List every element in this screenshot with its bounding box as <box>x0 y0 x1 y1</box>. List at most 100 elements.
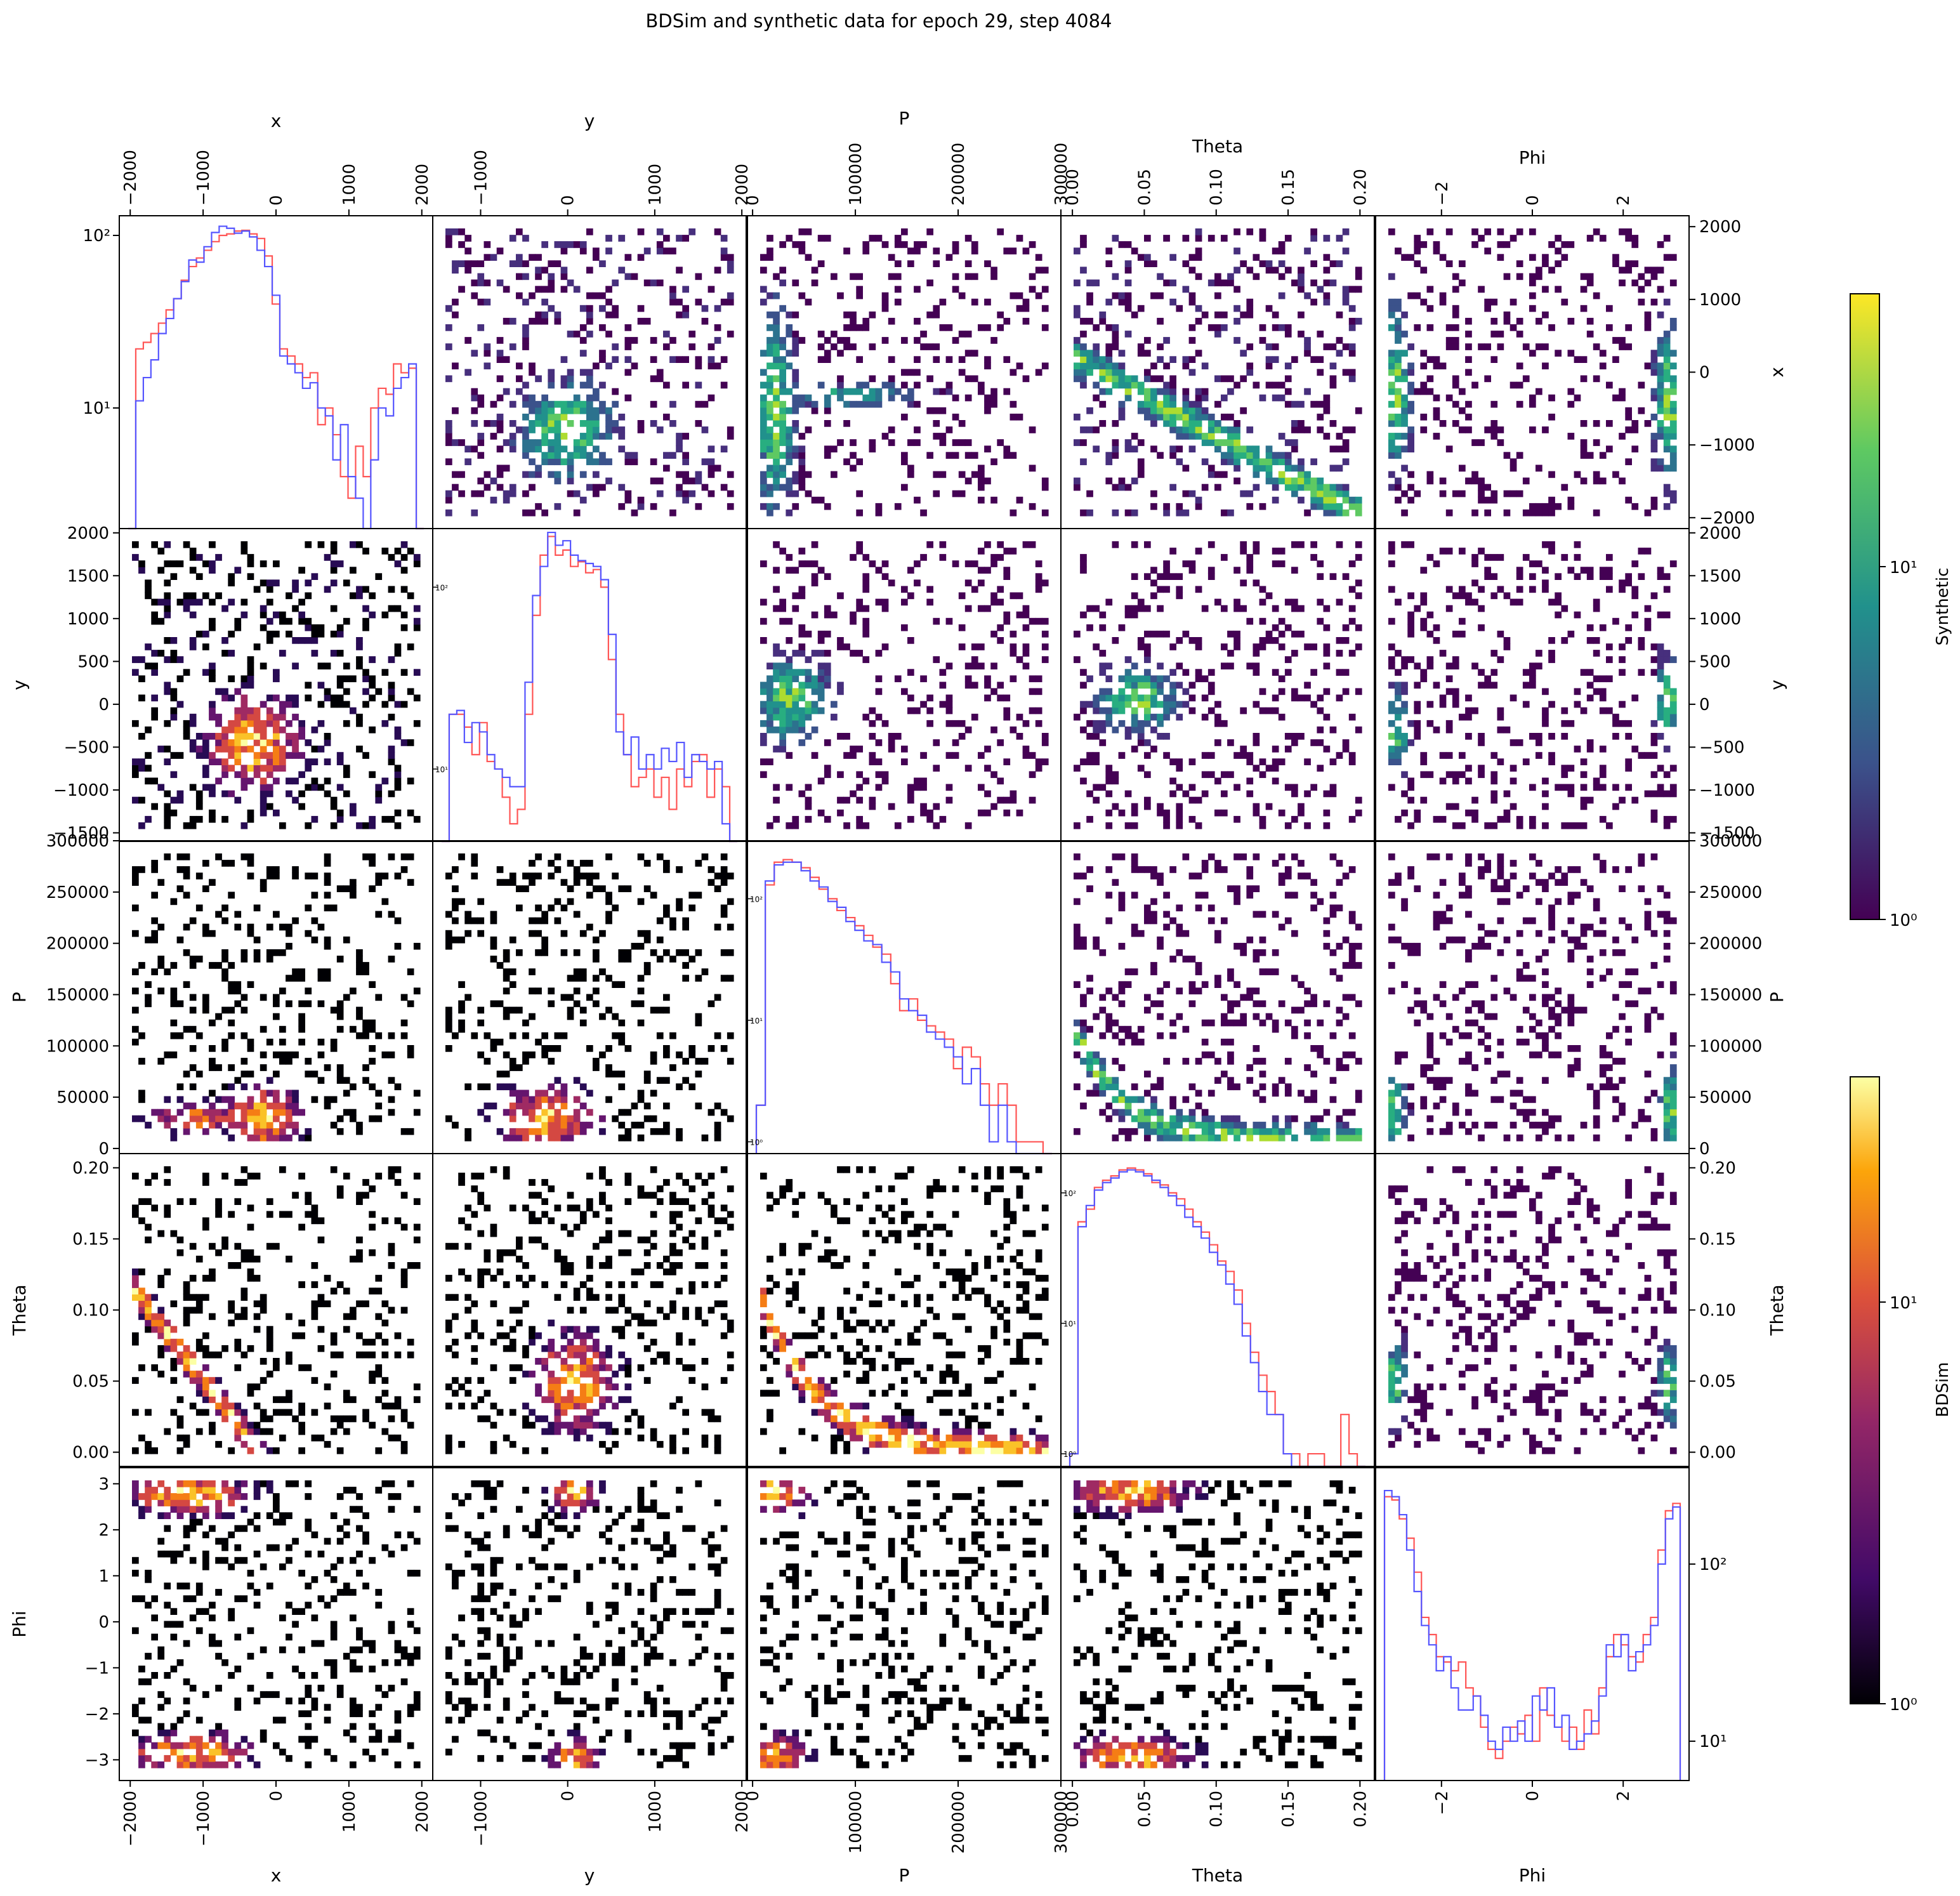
hist2d-cell <box>760 477 767 485</box>
hist2d-cell <box>1471 554 1478 561</box>
hist2d-cell <box>183 853 190 860</box>
hist2d-cell <box>324 968 331 975</box>
hist2d-cell <box>1188 426 1196 433</box>
hist2d-cell <box>458 241 465 248</box>
histogram-synthetic-y <box>442 531 737 843</box>
hist2d-cell <box>535 1128 542 1135</box>
hist2d-cell <box>1112 637 1119 644</box>
hist2d-cell <box>1150 675 1157 683</box>
hist2d-cell <box>1657 701 1664 708</box>
hist2d-cell <box>1035 617 1042 625</box>
hist2d-cell <box>1529 560 1536 567</box>
hist2d-cell <box>792 592 799 600</box>
hist2d-cell <box>202 1115 209 1122</box>
hist2d-cell <box>1452 305 1459 312</box>
hist2d-cell <box>548 381 555 389</box>
hist2d-cell <box>862 554 870 561</box>
hist2d-cell <box>1388 720 1395 727</box>
hist2d-cell <box>984 605 991 612</box>
hist2d-cell <box>240 853 248 860</box>
hist2d-cell <box>567 975 574 982</box>
hist2d-cell <box>170 898 178 905</box>
hist2d-cell <box>1586 273 1594 280</box>
hist2d-cell <box>907 464 914 472</box>
hist2d-cell <box>1150 701 1157 708</box>
hist2d-cell <box>1388 617 1395 625</box>
hist2d-cell <box>862 777 870 785</box>
hist2d-cell <box>1035 586 1042 593</box>
hist2d-cell <box>529 394 536 402</box>
hist2d-cell <box>1459 490 1466 497</box>
hist2d-cell <box>170 994 178 1001</box>
hist2d-cell <box>253 733 261 740</box>
hist2d-cell <box>215 758 222 765</box>
hist2d-cell <box>1574 554 1581 561</box>
hist2d-cell <box>1157 452 1164 459</box>
hist2d-cell <box>881 573 889 580</box>
hist2d-cell <box>1516 331 1523 338</box>
hist2d-cell <box>971 375 978 383</box>
hist2d-cell <box>811 579 819 587</box>
hist2d-cell <box>1150 490 1157 497</box>
hist2d-cell <box>1536 650 1542 657</box>
hist2d-cell <box>170 656 178 663</box>
hist2d-cell <box>1118 707 1126 714</box>
hist2d-cell <box>260 1121 267 1129</box>
hist2d-cell <box>1478 586 1485 593</box>
hist2d-cell <box>324 892 331 899</box>
hist2d-cell <box>643 1115 651 1122</box>
hist2d-cell <box>1221 375 1228 383</box>
hist2d-cell <box>567 994 574 1001</box>
hist2d-cell <box>240 1115 248 1122</box>
hist2d-cell <box>221 688 228 695</box>
hist2d-cell <box>452 260 459 267</box>
hist2d-cell <box>1272 267 1279 274</box>
hist2d-cell <box>1118 809 1126 817</box>
hist2d-cell <box>984 445 991 452</box>
hist2d-cell <box>560 445 568 452</box>
hist2d-cell <box>1074 362 1081 370</box>
hist2d-cell <box>234 726 242 734</box>
hist2d-cell <box>286 777 293 785</box>
hist2d-cell <box>997 554 1004 561</box>
hist2d-cell <box>1304 694 1311 702</box>
hist2d-cell <box>541 911 548 918</box>
hist2d-cell <box>445 509 452 517</box>
hist2d-cell <box>503 496 510 504</box>
hist2d-cell <box>1182 1128 1190 1135</box>
hist2d-cell <box>997 796 1004 804</box>
hist2d-cell <box>554 413 562 421</box>
hist2d-cell <box>567 279 574 287</box>
hist2d-cell <box>1522 477 1530 485</box>
hist2d-cell <box>773 662 780 669</box>
hist2d-cell <box>311 815 319 823</box>
hist2d-cell <box>228 630 235 638</box>
hist2d-cell <box>240 949 248 956</box>
hist2d-cell <box>766 822 773 829</box>
hist2d-cell <box>560 413 568 421</box>
hist2d-cell <box>579 1083 587 1091</box>
hist2d-cell <box>792 490 799 497</box>
hist2d-cell <box>1484 375 1491 383</box>
hist2d-cell <box>228 860 235 867</box>
hist2d-cell <box>477 279 485 287</box>
hist2d-cell <box>1439 815 1447 823</box>
hist2d-cell <box>1246 298 1254 306</box>
hist2d-cell <box>1284 235 1292 242</box>
hist2d-cell <box>292 739 299 746</box>
hist2d-cell <box>1342 228 1350 235</box>
hist2d-cell <box>779 420 786 427</box>
hist2d-cell <box>1035 573 1042 580</box>
hist2d-cell <box>1388 298 1395 306</box>
hist2d-cell <box>1407 343 1414 350</box>
hist2d-cell <box>1599 624 1607 631</box>
hist2d-cell <box>599 484 606 491</box>
hist2d-cell <box>1638 573 1645 580</box>
hist2d-cell <box>650 356 657 363</box>
hist2d-cell <box>1484 822 1491 829</box>
hist2d-cell <box>1465 809 1472 817</box>
hist2d-cell <box>273 994 280 1001</box>
hist2d-cell <box>1478 490 1485 497</box>
hist2d-cell <box>496 1038 504 1046</box>
hist2d-cell <box>1131 1115 1138 1122</box>
